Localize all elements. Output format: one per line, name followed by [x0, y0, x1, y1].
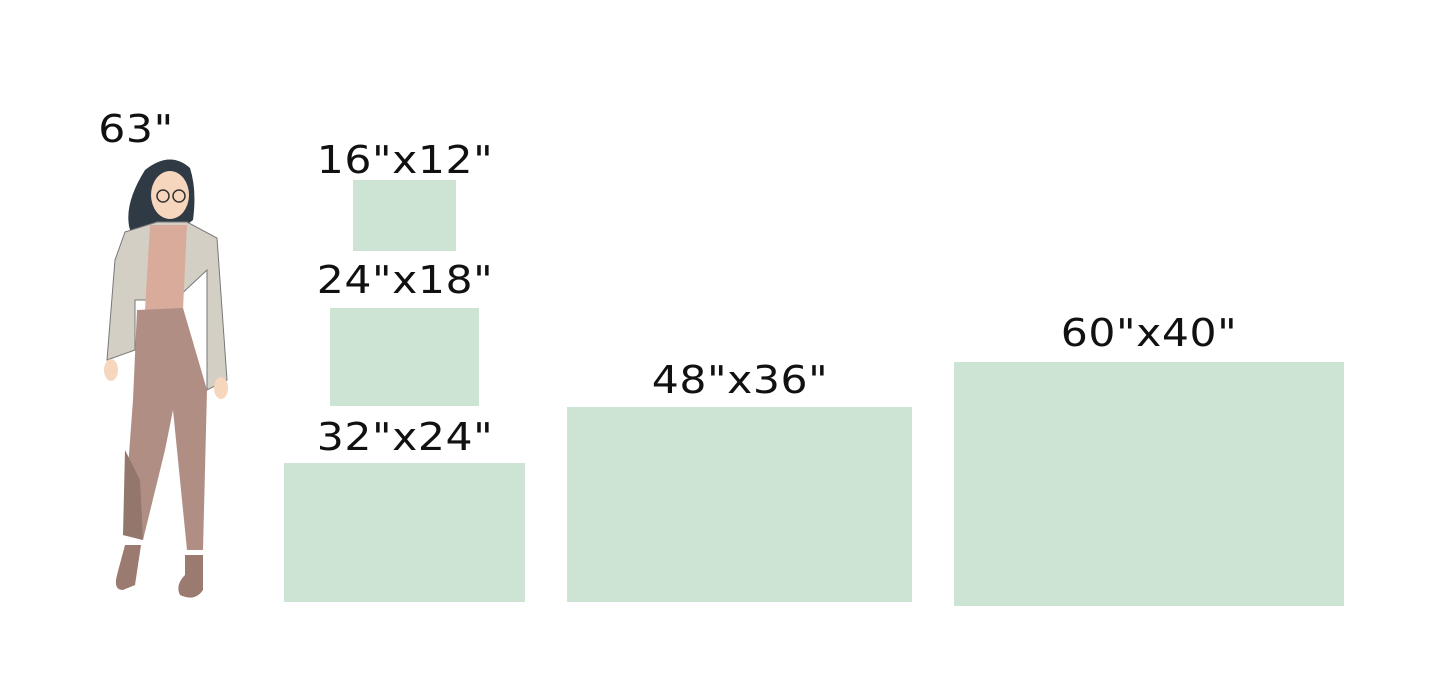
size-label-32x24: 32"x24" — [316, 415, 494, 459]
person-height-label: 63" — [98, 107, 174, 151]
size-rect-48x36 — [567, 407, 912, 602]
size-rect-60x40 — [954, 362, 1344, 606]
size-label-24x18: 24"x18" — [316, 258, 494, 302]
size-rect-32x24 — [284, 463, 525, 602]
size-label-48x36: 48"x36" — [651, 358, 829, 402]
woman-figure-illustration — [104, 159, 228, 598]
size-rect-16x12 — [353, 180, 456, 251]
size-label-16x12: 16"x12" — [316, 138, 494, 182]
size-label-60x40: 60"x40" — [1060, 311, 1238, 355]
size-rect-24x18 — [330, 308, 479, 406]
